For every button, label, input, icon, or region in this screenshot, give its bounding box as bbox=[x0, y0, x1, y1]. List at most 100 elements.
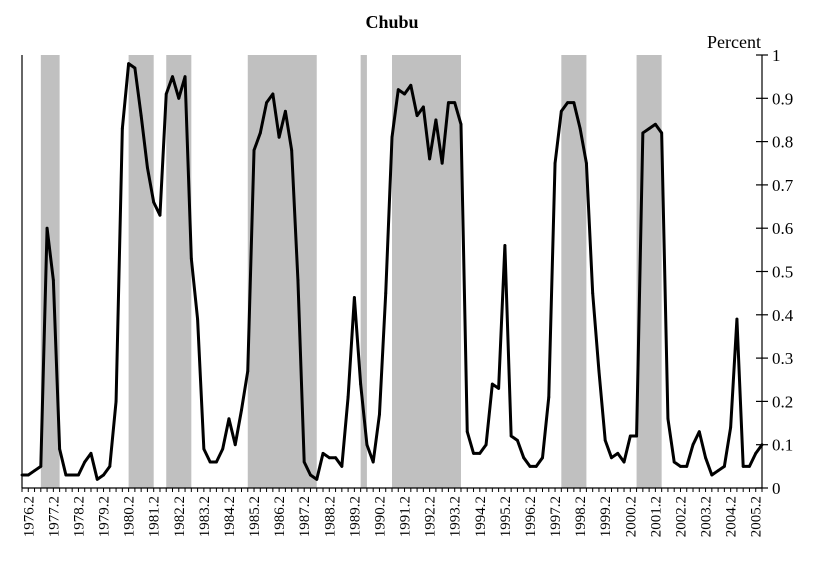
data-point bbox=[528, 464, 532, 468]
data-point bbox=[729, 425, 733, 429]
data-point bbox=[697, 430, 701, 434]
data-point bbox=[171, 75, 174, 79]
x-tick-label: 1987.2 bbox=[297, 496, 313, 537]
data-point bbox=[704, 456, 707, 460]
y-tick-label: 1 bbox=[772, 46, 781, 65]
y-axis-ticks: 0 0.1 0.2 0.3 0.4 0.5 0.6 0.7 0.8 0.9 1 bbox=[756, 46, 794, 498]
data-point bbox=[447, 101, 450, 105]
data-point bbox=[378, 412, 381, 416]
data-point bbox=[164, 92, 168, 96]
data-point bbox=[265, 101, 268, 105]
data-point bbox=[26, 473, 30, 477]
y-tick-label: 0.1 bbox=[772, 436, 793, 455]
x-tick-label: 1999.2 bbox=[598, 496, 614, 537]
data-point bbox=[616, 451, 620, 455]
shaded-period-5 bbox=[360, 55, 367, 488]
data-point bbox=[296, 278, 300, 282]
data-point bbox=[490, 382, 494, 386]
y-tick-label: 0.3 bbox=[772, 349, 793, 368]
data-point bbox=[428, 157, 432, 161]
data-point bbox=[647, 127, 651, 131]
data-point bbox=[359, 382, 363, 386]
data-point bbox=[628, 434, 632, 438]
data-point bbox=[434, 118, 438, 122]
data-point bbox=[597, 369, 601, 373]
data-point bbox=[459, 122, 463, 126]
data-point bbox=[139, 114, 143, 118]
x-tick-label: 1982.2 bbox=[172, 496, 188, 537]
data-point bbox=[340, 464, 344, 468]
data-point bbox=[183, 75, 187, 79]
data-point bbox=[653, 122, 657, 126]
data-point bbox=[685, 464, 689, 468]
y-tick-label: 0.9 bbox=[772, 89, 793, 108]
data-points bbox=[20, 62, 764, 481]
data-point bbox=[635, 434, 638, 438]
data-point bbox=[478, 451, 482, 455]
x-tick-label: 2004.2 bbox=[724, 496, 740, 537]
y-tick-label: 0.8 bbox=[772, 133, 793, 152]
data-point bbox=[152, 200, 156, 204]
data-point bbox=[371, 460, 375, 464]
shaded-period-7 bbox=[561, 55, 587, 488]
data-point bbox=[585, 161, 588, 165]
data-point bbox=[748, 464, 751, 468]
x-tick-label: 1991.2 bbox=[398, 496, 414, 537]
data-point bbox=[277, 135, 281, 139]
data-point bbox=[610, 456, 613, 460]
data-point bbox=[390, 135, 394, 139]
x-tick-label: 1981.2 bbox=[147, 496, 163, 537]
data-point bbox=[421, 105, 425, 109]
data-point bbox=[271, 92, 275, 96]
data-point bbox=[233, 443, 237, 447]
data-point bbox=[77, 473, 80, 477]
data-point bbox=[710, 473, 714, 477]
data-point bbox=[603, 438, 607, 442]
y-tick-label: 0.7 bbox=[772, 176, 794, 195]
data-point bbox=[95, 477, 99, 481]
data-point bbox=[83, 460, 87, 464]
shaded-period-1 bbox=[40, 55, 60, 488]
data-point bbox=[472, 451, 475, 455]
x-tick-label: 2001.2 bbox=[648, 496, 664, 537]
x-tick-label: 1980.2 bbox=[122, 496, 138, 537]
data-point bbox=[158, 213, 162, 217]
data-point bbox=[45, 226, 49, 230]
data-point bbox=[108, 464, 112, 468]
data-point bbox=[384, 291, 388, 295]
data-point bbox=[89, 451, 93, 455]
data-point bbox=[221, 447, 225, 451]
data-point bbox=[722, 464, 726, 468]
data-point bbox=[735, 317, 739, 321]
y-tick-label: 0.5 bbox=[772, 263, 793, 282]
data-point bbox=[146, 166, 149, 169]
x-tick-label: 1995.2 bbox=[498, 496, 514, 537]
data-point bbox=[133, 66, 137, 70]
x-axis-ticks: 1976.2 1977.2 1978.2 1979.2 1980.2 1981.2 1982… bbox=[21, 488, 765, 537]
data-point bbox=[578, 127, 582, 131]
data-point bbox=[553, 161, 557, 165]
data-point bbox=[33, 469, 36, 473]
data-point bbox=[51, 278, 55, 282]
x-tick-label: 1979.2 bbox=[97, 496, 113, 537]
x-tick-label: 1986.2 bbox=[272, 496, 288, 537]
data-point bbox=[522, 456, 526, 460]
data-point bbox=[365, 443, 369, 447]
data-point bbox=[591, 291, 595, 295]
data-point bbox=[208, 460, 212, 464]
x-tick-label: 1998.2 bbox=[573, 496, 589, 537]
x-tick-label: 1994.2 bbox=[473, 496, 489, 537]
y-axis-label: Percent bbox=[707, 32, 761, 52]
data-point bbox=[534, 464, 538, 468]
data-point bbox=[509, 434, 513, 438]
x-tick-label: 1996.2 bbox=[523, 496, 539, 537]
data-point bbox=[516, 438, 519, 442]
data-point bbox=[396, 88, 400, 92]
chart-title: Chubu bbox=[365, 12, 418, 32]
x-tick-label: 2005.2 bbox=[749, 496, 765, 537]
data-point bbox=[58, 447, 62, 451]
data-point bbox=[20, 473, 24, 477]
data-point bbox=[760, 443, 764, 447]
data-point bbox=[716, 469, 720, 473]
